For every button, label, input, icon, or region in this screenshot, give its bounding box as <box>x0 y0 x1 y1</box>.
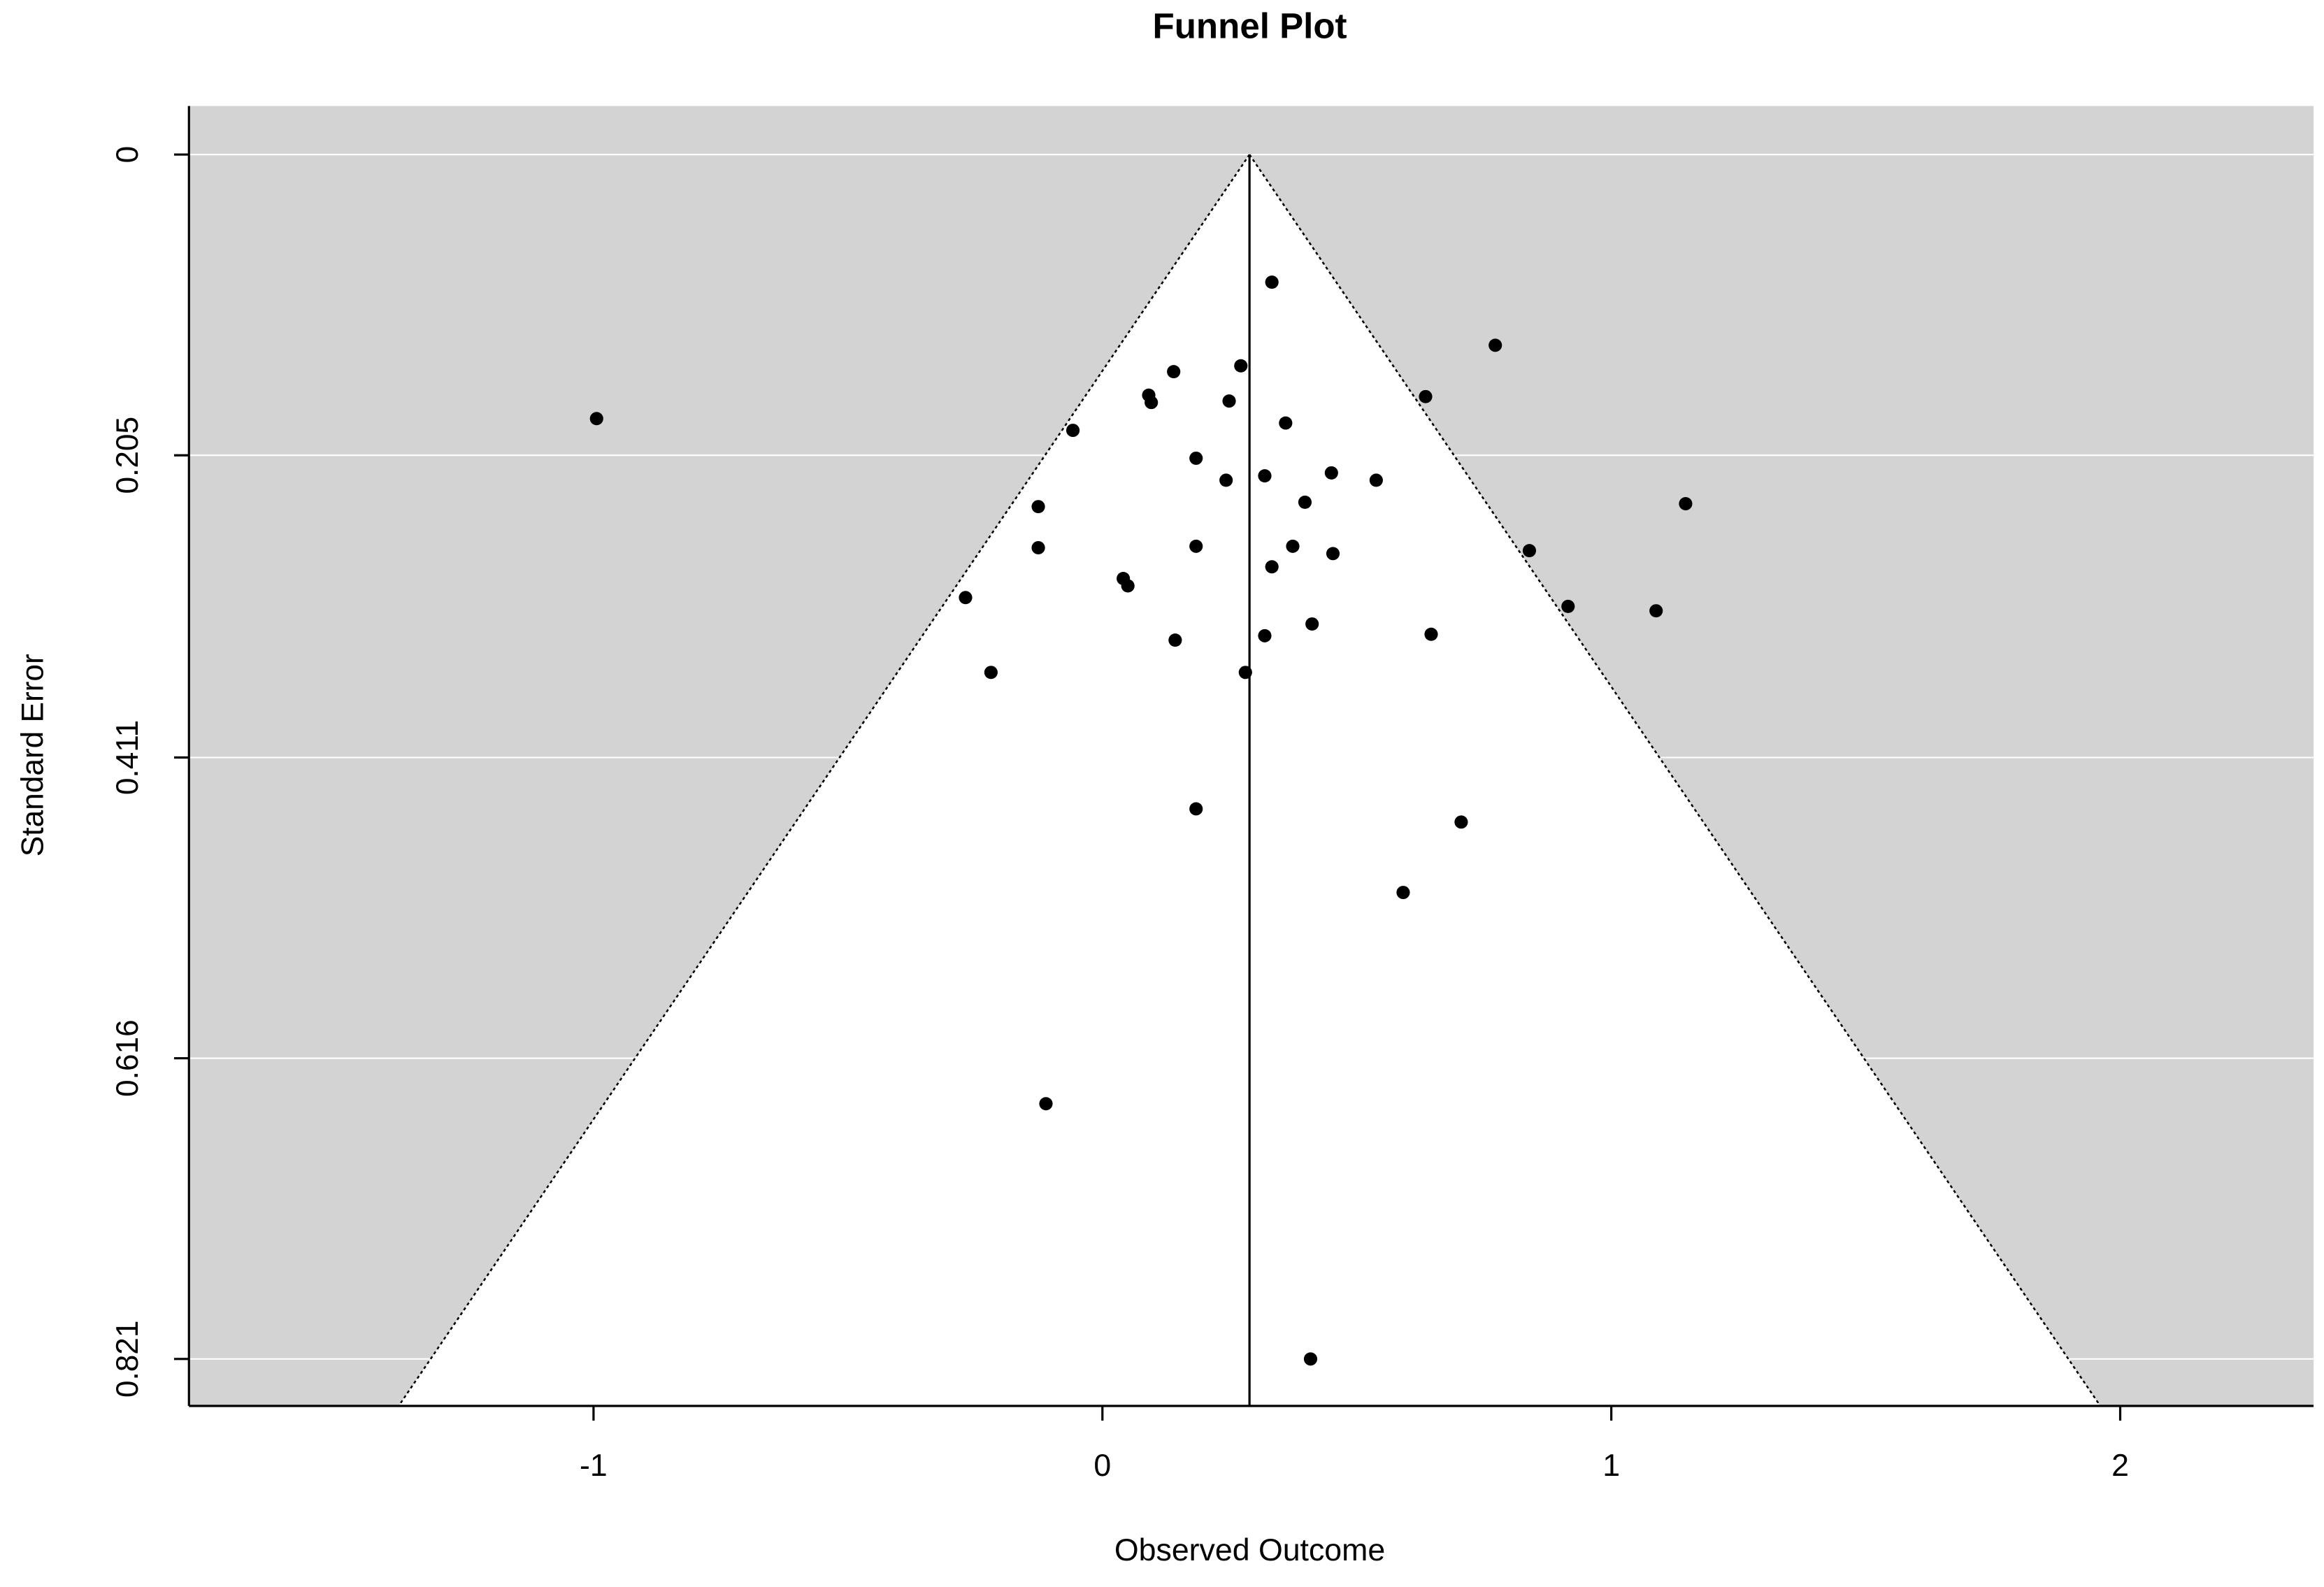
data-point <box>1189 451 1203 465</box>
y-tick-label: 0.616 <box>110 1019 145 1097</box>
data-point <box>1167 365 1181 379</box>
x-tick-label: 0 <box>1093 1449 1111 1483</box>
y-axis-label: Standard Error <box>16 654 50 856</box>
data-point <box>1679 497 1693 510</box>
data-point <box>1286 539 1300 553</box>
data-point <box>1489 338 1502 352</box>
x-tick-label: 2 <box>2111 1449 2129 1483</box>
data-point <box>1189 802 1203 816</box>
data-point <box>1189 539 1203 553</box>
data-point <box>1066 424 1080 438</box>
y-tick-label: 0.821 <box>110 1321 145 1398</box>
data-point <box>589 412 603 426</box>
data-point <box>1219 473 1233 487</box>
plot-area: 0 0.205 0.411 0.616 0.821 -1 0 1 2 <box>110 106 2314 1483</box>
data-point <box>1419 389 1433 403</box>
x-axis-label: Observed Outcome <box>1114 1533 1385 1567</box>
data-point <box>1369 473 1383 487</box>
data-point <box>1031 540 1045 554</box>
data-point <box>1303 1352 1318 1366</box>
data-point <box>1265 560 1279 574</box>
data-point <box>1561 599 1575 613</box>
y-tick-label: 0.411 <box>110 720 145 795</box>
data-point <box>984 666 998 680</box>
y-tick-label: 0 <box>110 146 145 164</box>
data-point <box>1326 547 1340 561</box>
chart-title: Funnel Plot <box>1153 6 1347 46</box>
data-point <box>1396 886 1410 900</box>
data-point <box>1222 394 1236 408</box>
data-point <box>1168 633 1182 647</box>
data-point <box>959 591 973 605</box>
data-point <box>1522 544 1537 558</box>
data-point <box>1238 666 1252 680</box>
y-tick-label: 0.205 <box>110 417 145 494</box>
data-point <box>1279 416 1293 430</box>
funnel-edge <box>1249 154 2102 1406</box>
data-point <box>1649 604 1663 618</box>
data-point <box>1298 495 1312 509</box>
data-point <box>1424 627 1438 641</box>
data-point <box>1258 469 1272 483</box>
data-point <box>1454 815 1468 829</box>
x-tick-label: 1 <box>1602 1449 1620 1483</box>
data-point <box>1265 275 1279 289</box>
data-point <box>1145 396 1159 410</box>
data-point <box>1031 500 1045 514</box>
data-point <box>1305 617 1319 631</box>
data-point <box>1324 466 1338 480</box>
data-point <box>1234 359 1248 373</box>
data-point <box>1258 629 1272 642</box>
funnel-edge <box>398 154 1251 1406</box>
data-point <box>1039 1097 1053 1111</box>
x-tick-label: -1 <box>580 1449 608 1483</box>
data-point <box>1121 579 1135 593</box>
